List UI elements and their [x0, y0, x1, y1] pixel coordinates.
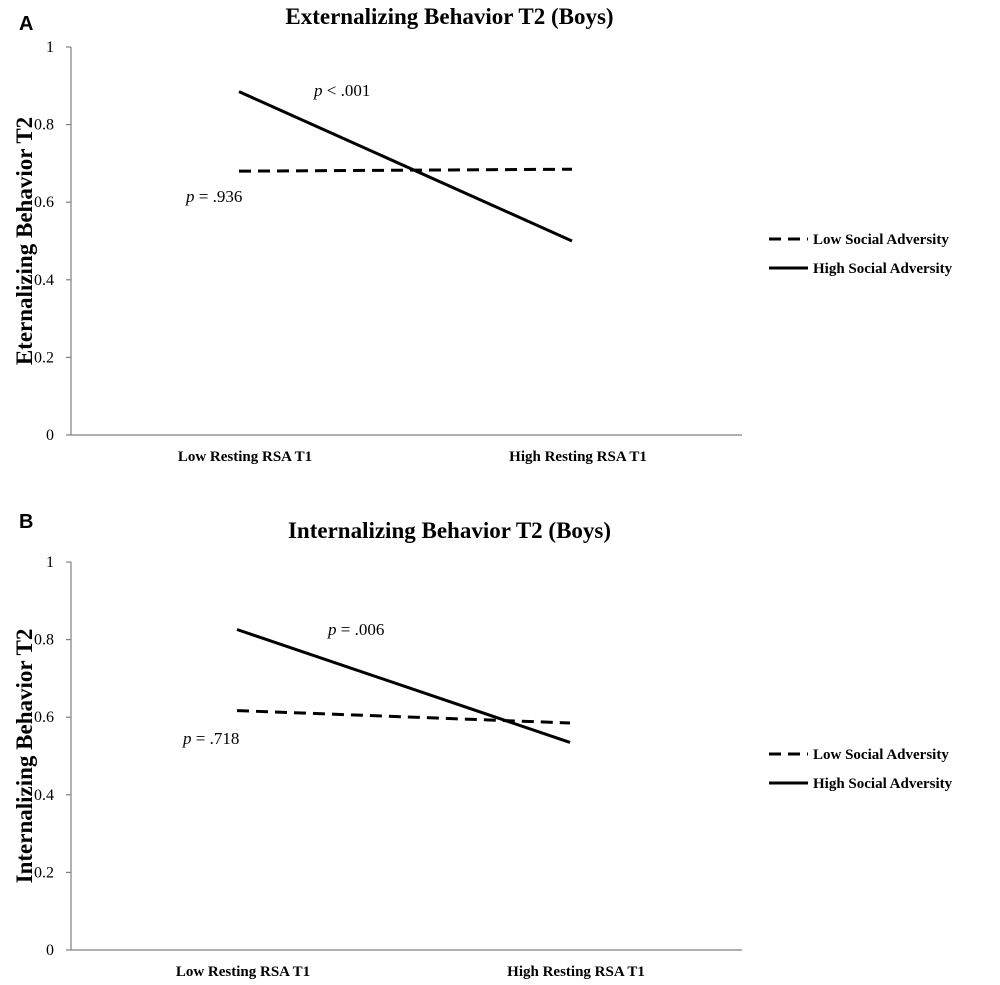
- chart-title: Externalizing Behavior T2 (Boys): [285, 4, 613, 29]
- y-tick-label: 0.4: [34, 787, 54, 804]
- legend-entry: High Social Adversity: [769, 261, 953, 277]
- y-tick-label: 1: [46, 554, 54, 571]
- panel-label: B: [19, 511, 33, 533]
- chart-panel-a: A Externalizing Behavior T2 (Boys) Eternal…: [12, 4, 953, 465]
- legend-label: High Social Adversity: [813, 261, 953, 277]
- x-category-label: Low Resting RSA T1: [176, 964, 310, 980]
- y-tick-label: 0.8: [34, 632, 54, 649]
- y-tick-label: 0: [46, 427, 54, 444]
- y-tick-label: 1: [46, 39, 54, 56]
- legend-label: Low Social Adversity: [813, 232, 949, 248]
- legend-label: High Social Adversity: [813, 776, 953, 792]
- p-value-annotation: p = .936: [185, 187, 242, 206]
- legend-entry: Low Social Adversity: [769, 232, 949, 248]
- chart-panel-b: B Internalizing Behavior T2 (Boys) Interna…: [12, 511, 953, 980]
- p-value-annotation: p = .006: [327, 620, 384, 639]
- x-category-label: High Resting RSA T1: [507, 964, 645, 980]
- p-value-annotation: p < .001: [313, 81, 370, 100]
- y-tick-label: 0.2: [34, 864, 54, 881]
- series-line-high-social-adversity: [238, 90, 573, 243]
- legend-entry: High Social Adversity: [769, 776, 953, 792]
- panel-label: A: [19, 13, 33, 35]
- p-value-annotation: p = .718: [182, 729, 239, 748]
- legend-entry: Low Social Adversity: [769, 747, 949, 763]
- y-tick-label: 0: [46, 942, 54, 959]
- y-axis-label: Internalizing Behavior T2: [12, 629, 37, 884]
- legend-label: Low Social Adversity: [813, 747, 949, 763]
- y-axis-label: Eternalizing Behavior T2: [12, 117, 37, 365]
- series-line-low-social-adversity: [236, 709, 571, 725]
- series-line-low-social-adversity: [238, 167, 573, 173]
- y-tick-label: 0.6: [34, 194, 54, 211]
- y-tick-label: 0.2: [34, 349, 54, 366]
- y-tick-label: 0.6: [34, 709, 54, 726]
- series-line-high-social-adversity: [236, 628, 571, 744]
- x-category-label: High Resting RSA T1: [509, 449, 647, 465]
- x-category-label: Low Resting RSA T1: [178, 449, 312, 465]
- y-tick-label: 0.4: [34, 272, 54, 289]
- y-tick-label: 0.8: [34, 117, 54, 134]
- chart-title: Internalizing Behavior T2 (Boys): [288, 518, 611, 543]
